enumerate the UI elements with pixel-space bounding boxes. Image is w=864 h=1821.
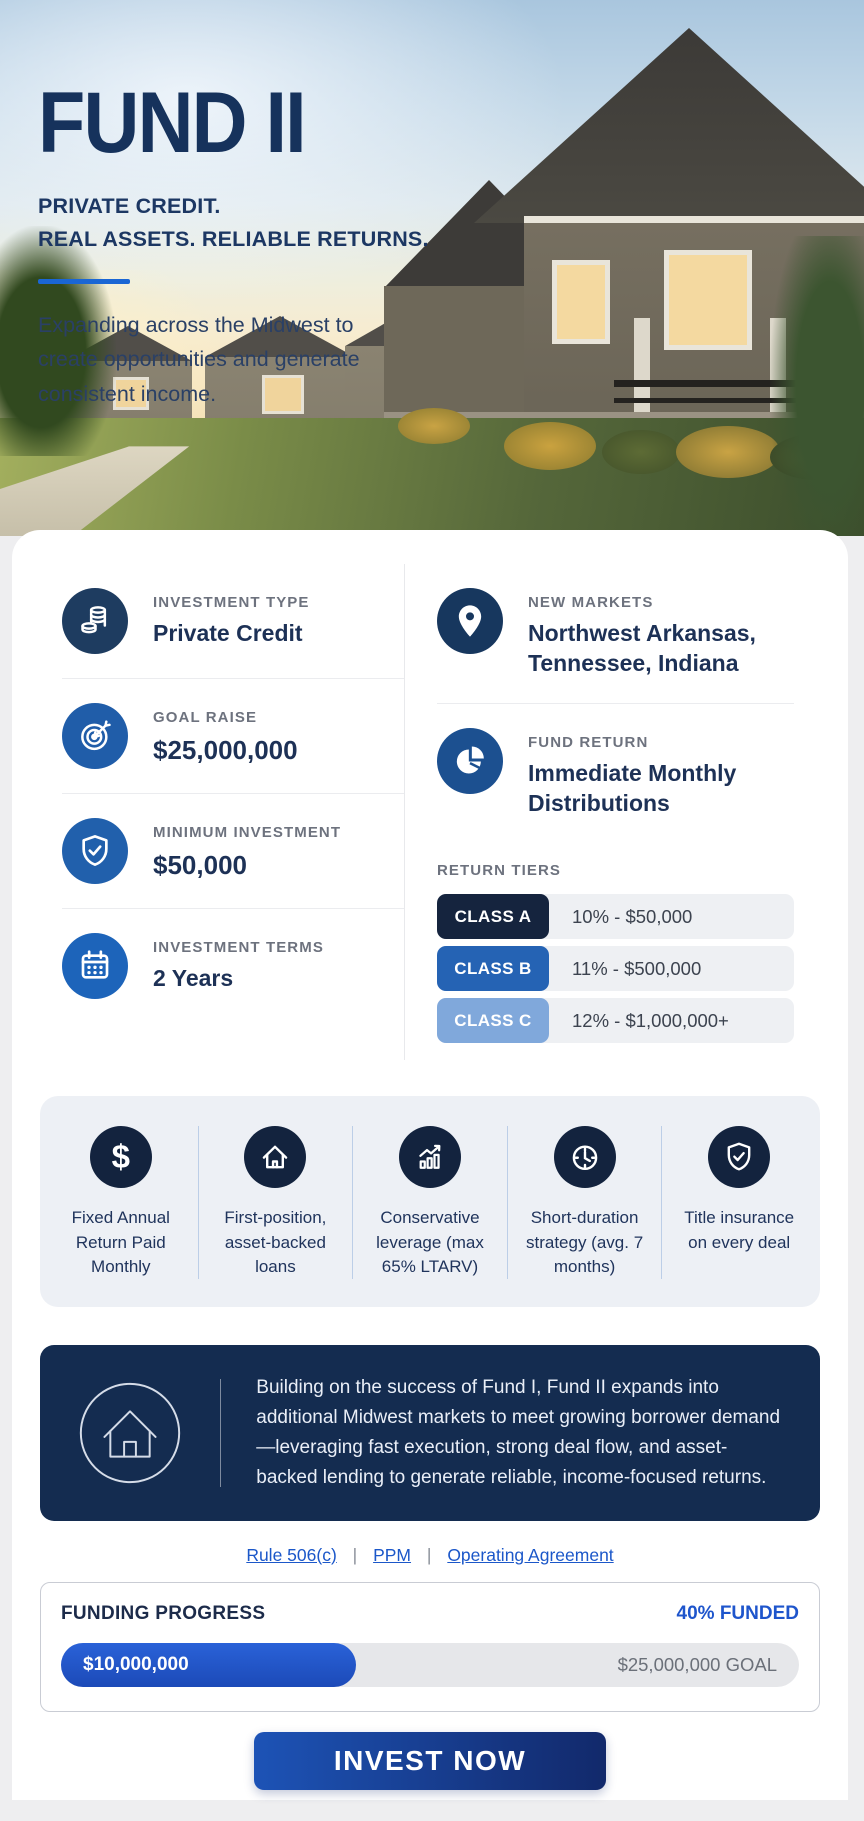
- progress-fill: $10,000,000: [61, 1642, 357, 1687]
- hero-subtitle: PRIVATE CREDIT. REAL ASSETS. RELIABLE RE…: [38, 190, 429, 257]
- tree: [770, 236, 864, 536]
- document-links: Rule 506(c) | PPM | Operating Agreement: [12, 1545, 848, 1566]
- operating-agreement-link[interactable]: Operating Agreement: [447, 1544, 614, 1565]
- feature-text: First-position, asset-backed loans: [224, 1208, 327, 1276]
- goal-amount: $25,000,000 GOAL: [617, 1653, 777, 1675]
- info-label: FUND RETURN: [528, 733, 649, 751]
- feature-short-duration: Short-duration strategy (avg. 7 months): [508, 1126, 663, 1279]
- tier-row-class-a: CLASS A 10% - $50,000: [437, 894, 794, 940]
- fund-summary-box: Building on the success of Fund I, Fund …: [40, 1344, 820, 1521]
- info-row-investment-terms: INVESTMENT TERMS 2 Years: [62, 909, 404, 1023]
- tier-chip: CLASS B: [437, 946, 549, 992]
- info-row-fund-return: FUND RETURN Immediate Monthly Distributi…: [437, 704, 794, 843]
- info-label: INVESTMENT TYPE: [153, 594, 310, 611]
- hero-image: FUND II PRIVATE CREDIT. REAL ASSETS. REL…: [0, 0, 864, 536]
- tier-chip: CLASS C: [437, 998, 549, 1044]
- feature-first-position: First-position, asset-backed loans: [199, 1126, 354, 1279]
- target-icon: [62, 703, 128, 769]
- house-icon: [244, 1126, 307, 1189]
- link-separator: |: [426, 1544, 432, 1565]
- info-value: Immediate Monthly Distributions: [528, 759, 737, 817]
- fund-title: FUND II: [38, 75, 307, 171]
- info-value: Northwest Arkansas, Tennessee, Indiana: [528, 620, 756, 677]
- tier-value: 11% - $500,000: [572, 957, 702, 979]
- info-label: MINIMUM INVESTMENT: [153, 824, 342, 841]
- tier-row-class-c: CLASS C 12% - $1,000,000+: [437, 998, 794, 1044]
- hero-subtitle-line2: REAL ASSETS. RELIABLE RETURNS.: [38, 227, 429, 252]
- info-row-new-markets: NEW MARKETS Northwest Arkansas, Tennesse…: [437, 564, 794, 704]
- fund-summary-text: Building on the success of Fund I, Fund …: [256, 1376, 781, 1488]
- ppm-link[interactable]: PPM: [373, 1544, 412, 1565]
- info-label: INVESTMENT TERMS: [153, 939, 324, 956]
- link-separator: |: [352, 1544, 358, 1565]
- feature-text: Short-duration strategy (avg. 7 months): [525, 1208, 644, 1276]
- shield-check-icon: [708, 1126, 771, 1189]
- info-value: $25,000,000: [153, 735, 298, 765]
- feature-strip: $ Fixed Annual Return Paid Monthly First…: [40, 1096, 820, 1307]
- feature-conservative-leverage: Conservative leverage (max 65% LTARV): [353, 1126, 508, 1279]
- feature-text: Conservative leverage (max 65% LTARV): [376, 1208, 484, 1276]
- location-pin-icon: [437, 588, 503, 654]
- bush: [602, 430, 680, 474]
- tier-row-class-b: CLASS B 11% - $500,000: [437, 946, 794, 992]
- bush: [398, 408, 470, 444]
- feature-text: Title insurance on every deal: [684, 1208, 795, 1252]
- clock-icon: [553, 1126, 616, 1189]
- bush: [504, 422, 596, 470]
- house-circle-icon: [40, 1374, 220, 1492]
- invest-now-button[interactable]: INVEST NOW: [254, 1731, 606, 1790]
- info-label: GOAL RAISE: [153, 709, 258, 726]
- content-card: INVESTMENT TYPE Private Credit: [12, 530, 848, 1800]
- info-value: 2 Years: [153, 965, 234, 991]
- rule-506c-link[interactable]: Rule 506(c): [246, 1544, 337, 1565]
- return-tiers-label: RETURN TIERS: [437, 862, 562, 880]
- info-value: $50,000: [153, 850, 247, 880]
- shield-check-icon: [62, 818, 128, 884]
- accent-underline: [38, 278, 130, 284]
- funding-progress-card: FUNDING PROGRESS 40% FUNDED $10,000,000 …: [40, 1581, 820, 1712]
- calendar-icon: [62, 933, 128, 999]
- info-label: NEW MARKETS: [528, 594, 654, 611]
- info-column-left: INVESTMENT TYPE Private Credit: [62, 564, 404, 1060]
- dollar-icon: $: [89, 1126, 152, 1189]
- info-value: Private Credit: [153, 620, 303, 646]
- tree: [0, 226, 116, 456]
- percent-funded-badge: 40% FUNDED: [676, 1602, 799, 1624]
- tier-chip: CLASS A: [437, 894, 549, 940]
- info-row-goal-raise: GOAL RAISE $25,000,000: [62, 679, 404, 794]
- funding-progress-label: FUNDING PROGRESS: [61, 1602, 266, 1624]
- progress-track: $10,000,000 $25,000,000 GOAL: [61, 1642, 799, 1687]
- pie-chart-icon: [437, 727, 503, 794]
- tier-value: 10% - $50,000: [572, 905, 693, 927]
- hero-subtitle-line1: PRIVATE CREDIT.: [38, 194, 221, 218]
- feature-title-insurance: Title insurance on every deal: [662, 1126, 816, 1278]
- return-tiers: RETURN TIERS CLASS A 10% - $50,000 CLASS…: [437, 842, 794, 1060]
- info-row-minimum-investment: MINIMUM INVESTMENT $50,000: [62, 794, 404, 909]
- info-grid: INVESTMENT TYPE Private Credit: [62, 564, 848, 1061]
- chart-up-icon: [398, 1126, 461, 1189]
- hero-description: Expanding across the Midwest to create o…: [38, 312, 360, 407]
- raised-amount: $10,000,000: [83, 1653, 189, 1675]
- bush: [676, 426, 780, 478]
- tier-value: 12% - $1,000,000+: [572, 1009, 729, 1031]
- feature-text: Fixed Annual Return Paid Monthly: [71, 1208, 170, 1276]
- hero-copy: FUND II PRIVATE CREDIT. REAL ASSETS. REL…: [38, 80, 429, 412]
- feature-fixed-return: $ Fixed Annual Return Paid Monthly: [44, 1126, 199, 1279]
- info-row-investment-type: INVESTMENT TYPE Private Credit: [62, 564, 404, 679]
- coins-icon: [62, 588, 128, 654]
- info-column-right: NEW MARKETS Northwest Arkansas, Tennesse…: [404, 564, 794, 1061]
